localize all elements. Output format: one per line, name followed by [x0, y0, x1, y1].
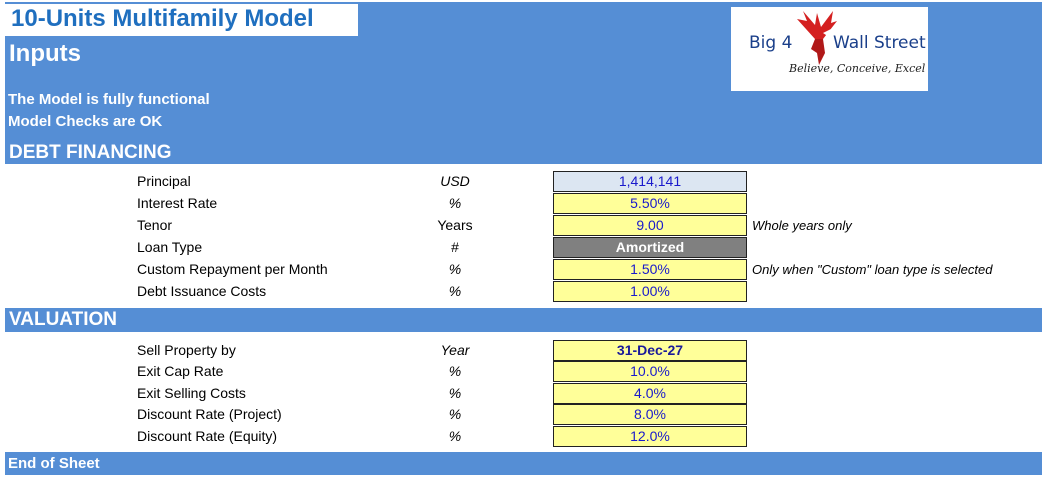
logo-text-right: Wall Street [833, 33, 926, 53]
exit-cap-rate-input[interactable]: 10.0% [553, 361, 747, 382]
tenor-input[interactable]: 9.00 [553, 215, 747, 236]
unit-interest-rate: % [448, 195, 462, 211]
principal-value: 1,414,141 [553, 171, 747, 192]
discount-equity-input[interactable]: 12.0% [553, 426, 747, 447]
valuation-section-header [5, 308, 1042, 332]
label-discount-project: Discount Rate (Project) [137, 406, 282, 422]
label-exit-cap-rate: Exit Cap Rate [137, 363, 224, 379]
unit-loan-type: # [451, 239, 459, 255]
valuation-section-title: VALUATION [9, 309, 118, 330]
interest-rate-input[interactable]: 5.50% [553, 193, 747, 214]
note-tenor: Whole years only [752, 218, 852, 233]
exit-selling-costs-input[interactable]: 4.0% [553, 383, 747, 404]
status-checks: Model Checks are OK [8, 113, 163, 130]
debt-issuance-input[interactable]: 1.00% [553, 281, 747, 302]
sell-property-input[interactable]: 31-Dec-27 [553, 340, 747, 361]
debt-section-header [5, 142, 1042, 164]
note-custom-repayment: Only when "Custom" loan type is selected [752, 262, 993, 277]
unit-tenor: Years [437, 217, 473, 233]
status-functional: The Model is fully functional [8, 91, 210, 108]
end-of-sheet-band [5, 452, 1042, 475]
label-tenor: Tenor [137, 217, 173, 233]
model-title: 10-Units Multifamily Model [5, 4, 358, 36]
label-interest-rate: Interest Rate [137, 195, 218, 211]
label-exit-selling-costs: Exit Selling Costs [137, 385, 246, 401]
unit-exit-cap-rate: % [448, 363, 462, 379]
unit-principal: USD [440, 173, 470, 189]
label-debt-issuance: Debt Issuance Costs [137, 283, 267, 299]
label-sell-property: Sell Property by [137, 342, 236, 358]
brand-logo: Big 4 Wall Street Believe, Conceive, Exc… [731, 7, 928, 91]
unit-custom-repayment: % [448, 261, 462, 277]
unit-discount-project: % [448, 406, 462, 422]
discount-project-input[interactable]: 8.0% [553, 404, 747, 425]
loan-type-dropdown[interactable]: Amortized [553, 237, 747, 258]
custom-repayment-input[interactable]: 1.50% [553, 259, 747, 280]
unit-debt-issuance: % [448, 283, 462, 299]
unit-exit-selling-costs: % [448, 385, 462, 401]
sheet-title: Inputs [9, 40, 81, 67]
red-eagle-icon [797, 11, 837, 65]
label-discount-equity: Discount Rate (Equity) [137, 428, 278, 444]
unit-discount-equity: % [448, 428, 462, 444]
logo-text-left: Big 4 [749, 33, 793, 53]
debt-section-title: DEBT FINANCING [9, 142, 172, 163]
label-custom-repayment: Custom Repayment per Month [137, 261, 328, 277]
end-of-sheet-label: End of Sheet [8, 455, 100, 472]
unit-sell-property: Year [440, 342, 470, 358]
label-loan-type: Loan Type [137, 239, 203, 255]
label-principal: Principal [137, 173, 191, 189]
logo-tagline: Believe, Conceive, Excel [789, 62, 926, 75]
